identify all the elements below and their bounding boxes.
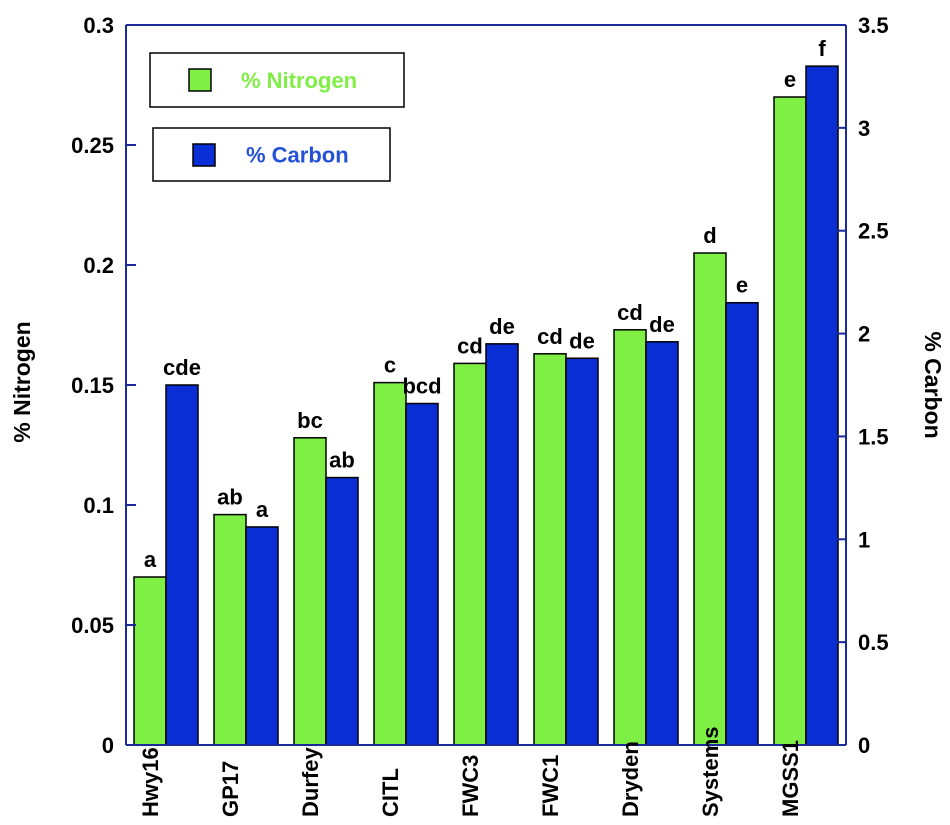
left-tick-label: 0.2 bbox=[83, 253, 114, 278]
nitrogen-bar-mgss1 bbox=[773, 96, 807, 746]
left-tick-label: 0.05 bbox=[71, 613, 114, 638]
nitrogen-letter-fwc1: cd bbox=[537, 324, 563, 349]
nitrogen-letter-mgss1: e bbox=[784, 67, 796, 92]
carbon-letter-dryden: de bbox=[649, 312, 675, 337]
nitrogen-bar-citl bbox=[373, 381, 407, 746]
nitrogen-bar-systems bbox=[693, 252, 727, 746]
category-label-dryden: Dryden bbox=[618, 741, 643, 817]
y-axis-title-left: % Nitrogen bbox=[9, 321, 35, 442]
nitrogen-letter-systems: d bbox=[703, 223, 716, 248]
carbon-bar-mgss1 bbox=[805, 65, 839, 746]
carbon-letter-gp17: a bbox=[256, 497, 269, 522]
bars-layer bbox=[133, 65, 839, 746]
carbon-letter-hwy16: cde bbox=[163, 355, 201, 380]
category-label-fwc3: FWC3 bbox=[458, 755, 483, 817]
nitrogen-bar-hwy16 bbox=[133, 576, 167, 746]
carbon-bar-fwc3 bbox=[485, 343, 519, 746]
legend: % Nitrogen % Carbon bbox=[149, 52, 405, 182]
nitrogen-bar-fwc1 bbox=[533, 353, 567, 746]
carbon-letter-fwc3: de bbox=[489, 314, 515, 339]
nitrogen-letter-fwc3: cd bbox=[457, 333, 483, 358]
carbon-bar-fwc1 bbox=[565, 357, 599, 746]
category-label-gp17: GP17 bbox=[218, 761, 243, 817]
carbon-bar-hwy16 bbox=[165, 384, 199, 746]
nitrogen-letter-gp17: ab bbox=[217, 485, 243, 510]
nitrogen-letter-dryden: cd bbox=[617, 300, 643, 325]
carbon-bar-systems bbox=[725, 301, 759, 746]
carbon-bar-durfey bbox=[325, 476, 359, 746]
left-tick-label: 0.3 bbox=[83, 13, 114, 38]
category-label-durfey: Durfey bbox=[298, 747, 323, 817]
carbon-letter-systems: e bbox=[736, 273, 748, 298]
legend-swatch-carbon bbox=[192, 143, 216, 167]
carbon-letter-durfey: ab bbox=[329, 448, 355, 473]
right-tick-label: 2.5 bbox=[858, 219, 889, 244]
category-label-fwc1: FWC1 bbox=[538, 755, 563, 817]
nitrogen-letter-hwy16: a bbox=[144, 547, 157, 572]
carbon-bar-citl bbox=[405, 402, 439, 746]
category-label-hwy16: Hwy16 bbox=[138, 747, 163, 817]
category-label-systems: Systems bbox=[698, 726, 723, 817]
nitrogen-letter-durfey: bc bbox=[297, 408, 323, 433]
carbon-letter-citl: bcd bbox=[402, 374, 441, 399]
nitrogen-bar-dryden bbox=[613, 329, 647, 746]
left-tick-label: 0.15 bbox=[71, 373, 114, 398]
y-axis-title-right: % Carbon bbox=[920, 331, 946, 438]
right-tick-label: 2 bbox=[858, 322, 870, 347]
nitrogen-bar-gp17 bbox=[213, 513, 247, 746]
right-tick-label: 0 bbox=[858, 733, 870, 758]
carbon-letter-fwc1: de bbox=[569, 328, 595, 353]
right-tick-label: 0.5 bbox=[858, 630, 889, 655]
legend-swatch-nitrogen bbox=[188, 68, 212, 92]
category-label-citl: CITL bbox=[378, 768, 403, 817]
nitrogen-bar-fwc3 bbox=[453, 362, 487, 746]
category-label-mgss1: MGSS1 bbox=[778, 740, 803, 817]
nitrogen-bar-durfey bbox=[293, 437, 327, 746]
legend-label-nitrogen: % Nitrogen bbox=[241, 68, 357, 93]
left-tick-label: 0.1 bbox=[83, 493, 114, 518]
carbon-bar-dryden bbox=[645, 341, 679, 746]
legend-label-carbon: % Carbon bbox=[246, 143, 349, 168]
axes-layer bbox=[125, 24, 847, 746]
left-tick-label: 0 bbox=[102, 733, 114, 758]
carbon-bar-gp17 bbox=[245, 526, 279, 746]
right-tick-label: 1.5 bbox=[858, 424, 889, 449]
right-tick-label: 1 bbox=[858, 527, 870, 552]
carbon-letter-mgss1: f bbox=[818, 36, 826, 61]
right-tick-label: 3 bbox=[858, 116, 870, 141]
right-tick-label: 3.5 bbox=[858, 13, 889, 38]
left-tick-label: 0.25 bbox=[71, 133, 114, 158]
nitrogen-letter-citl: c bbox=[384, 353, 396, 378]
